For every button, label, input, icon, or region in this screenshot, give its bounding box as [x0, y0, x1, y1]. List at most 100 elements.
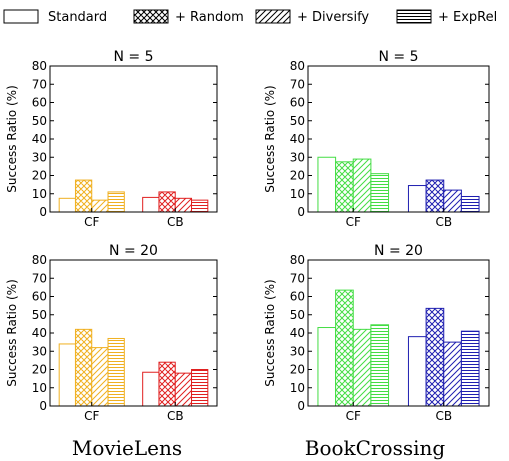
x-tick-label: CB [435, 409, 452, 423]
bar-cb-horizontal [460, 195, 480, 213]
bar-cb-diagonal [174, 372, 193, 407]
bar-cf-cross [74, 179, 93, 213]
legend-swatch-standard [3, 9, 39, 24]
bar-cf-none [317, 327, 337, 407]
chart-bookcrossing-n5: N = 5 Success Ratio (%) 0 10 20 30 40 50 60 70 80 C… [263, 49, 490, 229]
bar-cb-cross [425, 179, 445, 213]
y-tick-label: 50 [290, 114, 305, 128]
bar-cb-diagonal [443, 341, 462, 407]
y-tick-label: 20 [32, 169, 47, 183]
y-tick-label: 0 [297, 399, 305, 413]
y-axis-label: Success Ratio (%) [263, 279, 277, 387]
y-tick-label: 0 [39, 399, 47, 413]
y-tick-label: 80 [32, 253, 47, 267]
chart-movielens-n20: N = 20 Success Ratio (%) 0 10 20 30 40 50 60 70 80… [5, 243, 218, 423]
y-tick-label: 80 [290, 253, 305, 267]
bar-cf-cross [74, 328, 93, 407]
legend-label-random: + Random [175, 10, 244, 25]
bar-cf-horizontal [107, 337, 125, 407]
x-tick-label: CB [167, 215, 184, 229]
bar-cf-horizontal [370, 324, 390, 407]
x-tick-label: CB [435, 215, 452, 229]
bar-cf-none [58, 343, 76, 407]
y-tick-label: 10 [32, 187, 47, 201]
bar-cf-horizontal [370, 173, 390, 213]
y-axis-label: Success Ratio (%) [5, 85, 19, 193]
y-tick-label: 30 [290, 344, 305, 358]
y-tick-label: 20 [290, 169, 305, 183]
y-tick-label: 60 [290, 290, 305, 304]
bar-cf-horizontal [107, 191, 125, 213]
bar-cb-diagonal [443, 189, 462, 213]
x-tick-label: CF [84, 409, 99, 423]
y-tick-label: 30 [32, 150, 47, 164]
bar-cb-none [407, 336, 427, 407]
y-tick-label: 0 [39, 205, 47, 219]
y-tick-label: 30 [32, 344, 47, 358]
y-axis-label: Success Ratio (%) [5, 279, 19, 387]
y-tick-label: 10 [32, 381, 47, 395]
y-tick-label: 40 [32, 326, 47, 340]
y-tick-label: 40 [290, 326, 305, 340]
bar-cf-none [58, 197, 76, 213]
plot-frame [307, 259, 490, 407]
bar-cf-diagonal [352, 158, 372, 213]
y-tick-label: 70 [290, 271, 305, 285]
chart-bookcrossing-n20: N = 20 Success Ratio (%) 0 10 20 30 40 50 60 70 80… [263, 243, 490, 423]
y-tick-label: 70 [32, 77, 47, 91]
y-tick-label: 50 [290, 308, 305, 322]
y-tick-label: 80 [290, 59, 305, 73]
panel-title: N = 5 [113, 49, 153, 65]
y-tick-label: 10 [290, 187, 305, 201]
legend-label-diversify: + Diversify [297, 10, 369, 25]
y-tick-label: 60 [32, 96, 47, 110]
bar-cb-diagonal [174, 197, 193, 213]
panel-title: N = 20 [374, 243, 423, 259]
panel-title: N = 5 [378, 49, 418, 65]
bar-cb-cross [425, 307, 445, 407]
legend-entry-standard: Standard [3, 9, 107, 25]
bar-cb-cross [158, 361, 176, 407]
x-tick-label: CB [167, 409, 184, 423]
y-tick-label: 70 [32, 271, 47, 285]
y-tick-label: 30 [290, 150, 305, 164]
y-tick-label: 60 [290, 96, 305, 110]
legend: Standard + Random + Diversify + ExpRel [3, 9, 497, 25]
bar-cf-diagonal [91, 347, 109, 407]
legend-entry-random: + Random [133, 9, 244, 25]
legend-swatch-random [133, 9, 169, 24]
bar-cb-none [142, 371, 160, 407]
legend-entry-exprel: + ExpRel [396, 9, 497, 25]
bar-cf-cross [335, 289, 354, 407]
y-tick-label: 50 [32, 308, 47, 322]
y-tick-label: 20 [290, 363, 305, 377]
plot-frame [49, 259, 218, 407]
bar-cf-cross [335, 161, 354, 213]
y-tick-label: 20 [32, 363, 47, 377]
chart-movielens-n5: N = 5 Success Ratio (%) 0 10 20 30 40 50 60 70 80 C… [5, 49, 218, 229]
legend-swatch-diversify [255, 9, 291, 24]
x-tick-label: CF [84, 215, 99, 229]
y-tick-label: 50 [32, 114, 47, 128]
bar-cb-cross [158, 191, 176, 213]
bar-cb-none [407, 185, 427, 213]
panel-title: N = 20 [109, 243, 158, 259]
y-tick-label: 60 [32, 290, 47, 304]
bar-cb-horizontal [191, 369, 209, 407]
bar-cf-none [317, 156, 337, 213]
y-tick-label: 0 [297, 205, 305, 219]
plot-frame [307, 65, 490, 213]
legend-label-standard: Standard [48, 10, 107, 25]
bar-cb-horizontal [460, 330, 480, 407]
legend-label-exprel: + ExpRel [438, 10, 497, 25]
y-tick-label: 40 [32, 132, 47, 146]
bar-cb-horizontal [191, 199, 209, 213]
y-tick-label: 40 [290, 132, 305, 146]
bar-cf-diagonal [352, 328, 372, 407]
plot-frame [49, 65, 218, 213]
dataset-label-movielens: MovieLens [72, 436, 182, 460]
dataset-label-bookcrossing: BookCrossing [305, 436, 446, 460]
y-axis-label: Success Ratio (%) [263, 85, 277, 193]
y-tick-label: 10 [290, 381, 305, 395]
